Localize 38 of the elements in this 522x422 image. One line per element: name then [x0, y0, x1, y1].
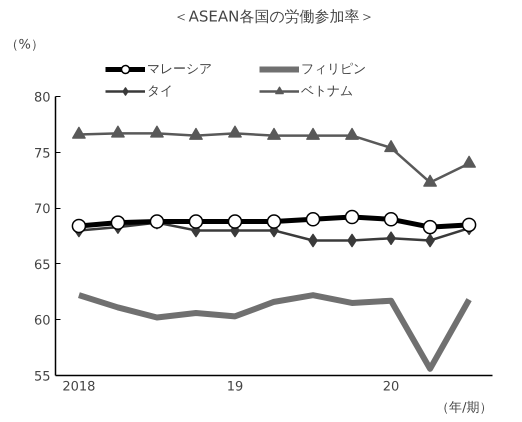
- y-tick-label: 60: [34, 314, 51, 329]
- chart-title: ＜ASEAN各国の労働参加率＞: [174, 8, 374, 26]
- x-axis-title: （年/期）: [436, 400, 493, 416]
- point: [72, 126, 86, 139]
- point: [462, 155, 476, 168]
- point: [266, 214, 282, 229]
- y-axis-title: （%）: [6, 38, 44, 52]
- point: [188, 128, 203, 140]
- x-tick-label: 19: [226, 380, 244, 394]
- point: [422, 220, 438, 234]
- point: [344, 210, 360, 224]
- y-tick-label: 75: [34, 146, 51, 162]
- point: [228, 214, 242, 229]
- point: [150, 214, 164, 229]
- legend-label: フィリピン: [301, 61, 367, 78]
- legend-label: タイ: [147, 83, 174, 100]
- y-tick-label: 55: [34, 370, 51, 384]
- point: [423, 174, 438, 187]
- point: [306, 128, 320, 140]
- y-tick-label: 80: [34, 90, 51, 106]
- point: [462, 218, 476, 232]
- legend-label: マレーシア: [147, 61, 213, 78]
- x-tick-label: 20: [382, 380, 400, 394]
- point: [188, 214, 204, 229]
- legend-label: ベトナム: [301, 83, 354, 100]
- y-tick-label: 70: [34, 202, 51, 218]
- point: [267, 128, 281, 140]
- point: [110, 125, 125, 138]
- point: [110, 215, 126, 230]
- point: [306, 212, 320, 227]
- point: [384, 212, 398, 227]
- point: [345, 128, 360, 140]
- point: [228, 125, 242, 138]
- point: [150, 125, 164, 138]
- x-tick-label: 2018: [62, 380, 96, 394]
- point: [72, 218, 86, 234]
- point: [384, 140, 398, 152]
- y-tick-label: 65: [34, 258, 51, 273]
